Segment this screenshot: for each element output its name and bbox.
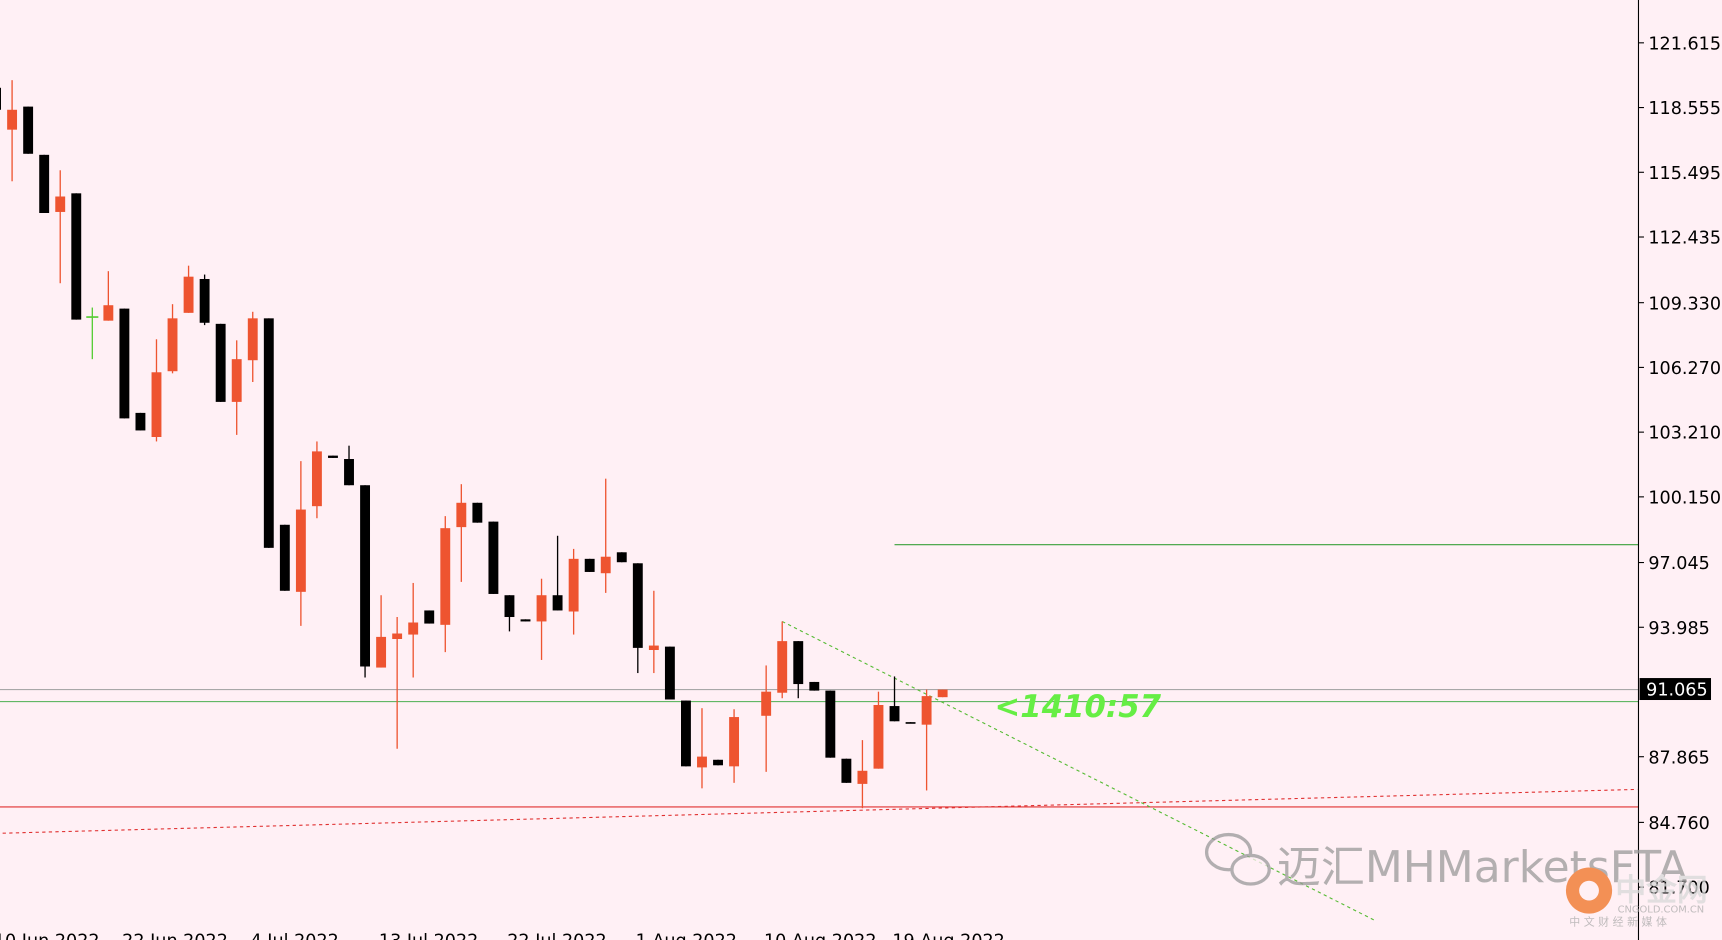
plot-area [0,80,1639,921]
candle-body [600,556,611,574]
candle-body [809,681,820,691]
candle-body [488,521,499,594]
candle-body [841,758,852,783]
candle-body [103,305,114,321]
candle-body [392,633,403,640]
candle-body [472,502,483,523]
candle-body [167,318,178,372]
current-price-box [1639,678,1712,701]
candle-body [793,641,804,685]
y-tick-label: 112.435 [1648,229,1721,249]
y-tick-label: 81.700 [1648,879,1709,899]
wechat-icon [1204,832,1253,872]
y-tick-label: 118.555 [1648,99,1721,119]
candle-body [0,87,1,110]
watermark: 迈汇MHMarketsFTA 中金网 CNGOLD.COM.CN 中 文 财 经… [1204,832,1708,929]
candle-body [857,770,868,784]
logo-text: 中金网 [1615,872,1707,908]
candle-body [55,196,66,212]
candle-body [889,706,900,722]
x-tick-label: 22 Jul 2022 [507,932,606,940]
candle-body [215,323,226,402]
x-tick-label: 19 Aug 2022 [892,932,1005,940]
candle-body [456,502,467,528]
candle-body [825,690,836,758]
x-tick-label: 4 Jul 2022 [251,932,339,940]
candle-body [344,459,354,486]
logo-url: CNGOLD.COM.CN [1618,905,1705,916]
candle-body [279,524,290,591]
x-tick-label: 10 Jun 2022 [0,932,100,940]
candle-body [440,528,451,625]
candle-body [408,622,419,635]
candle-body [729,717,740,767]
candle-body [7,109,18,130]
candle-body [648,645,659,651]
y-tick-label: 103.210 [1648,424,1721,444]
candle-body [247,318,258,361]
y-tick-label: 93.985 [1648,619,1709,639]
candle-body [199,278,210,323]
candle-body [584,558,595,572]
candle-body [86,316,99,318]
y-tick-label: 87.865 [1648,748,1709,768]
wechat-icon [1230,853,1271,886]
candle-body [937,689,948,698]
x-tick-label: 22 Jun 2022 [122,932,228,940]
candle-body [424,610,435,624]
candle-body [713,759,723,766]
trend-line [781,620,1375,921]
candle-body [536,595,547,622]
candle-body [295,509,306,592]
candle-body [328,455,338,458]
candle-body [761,691,772,716]
candle-body [376,636,387,668]
y-tick-label: 115.495 [1648,164,1721,184]
candle-body [873,705,884,769]
candle-body [905,722,916,724]
candle-body [360,485,371,667]
logo-tagline: 中 文 财 经 新 媒 体 [1569,915,1667,929]
candle-body [151,372,162,438]
candle-body [568,558,579,612]
y-tick-label: 100.150 [1648,488,1721,508]
x-tick-label: 1 Aug 2022 [636,932,737,940]
current-price-label: 91.065 [1646,681,1707,701]
candle-body [311,451,322,507]
candle-body [183,276,194,313]
candle-body [632,563,643,648]
watermark-text: 迈汇MHMarketsFTA [1277,842,1688,893]
x-tick-label: 10 Aug 2022 [764,932,877,940]
candle-body [23,106,34,154]
y-tick-label: 97.045 [1648,554,1709,574]
x-tick-label: 13 Jul 2022 [379,932,478,940]
candle-body [921,696,932,725]
candle-body [616,552,627,563]
candle-body [520,619,531,622]
price-axis: 121.615 118.555 115.495 112.435 109.330 106.2… [1638,34,1721,899]
y-tick-label: 106.270 [1648,359,1721,379]
y-tick-label: 109.330 [1648,294,1721,314]
candle-body [39,154,50,214]
y-tick-label: 84.760 [1648,814,1709,834]
candle-body [664,646,675,700]
candle-body [697,756,707,768]
candle-body [504,595,515,618]
candle-body [680,700,691,767]
logo-icon [1579,880,1599,901]
candle-body [263,318,274,548]
annotation: <1410:57 [995,689,1162,725]
candle-body [552,595,563,611]
candle-body [71,193,82,320]
candle-body [777,641,788,693]
y-tick-label: 121.615 [1648,34,1721,54]
candle-body [119,308,130,419]
candle-body [135,412,146,431]
candle-body [231,359,242,402]
